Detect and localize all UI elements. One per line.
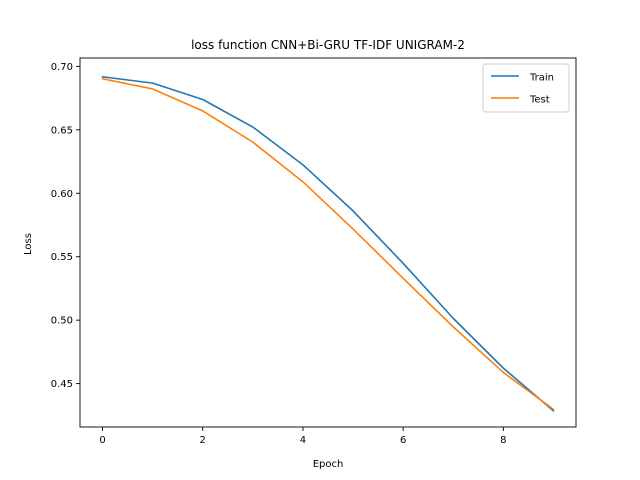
legend-box [482, 63, 570, 113]
x-tick-label: 6 [400, 435, 406, 446]
y-axis-ticks: 0.45 0.50 0.55 0.60 0.65 0.70 [51, 62, 80, 390]
y-tick-label: 0.45 [51, 379, 73, 390]
chart-title: loss function CNN+Bi-GRU TF-IDF UNIGRAM-… [191, 38, 465, 52]
plot-area-frame [79, 57, 577, 428]
y-tick-label: 0.55 [51, 252, 73, 263]
x-tick-label: 4 [300, 435, 306, 446]
series-line-test [101, 77, 555, 411]
x-tick-label: 2 [200, 435, 206, 446]
legend-label-train: Train [529, 73, 554, 84]
y-tick-label: 0.70 [51, 62, 73, 73]
x-axis-ticks: 0 2 4 6 8 [99, 427, 507, 446]
x-axis-label: Epoch [313, 459, 344, 470]
y-tick-label: 0.60 [51, 189, 73, 200]
y-axis-label: Loss [23, 233, 34, 255]
x-tick-label: 0 [99, 435, 105, 446]
series-line-train [101, 75, 555, 413]
x-tick-label: 8 [500, 435, 506, 446]
series-lines [101, 75, 555, 413]
y-tick-label: 0.65 [51, 125, 73, 136]
y-tick-label: 0.50 [51, 316, 73, 327]
legend: Train Test [482, 63, 570, 113]
legend-label-test: Test [529, 95, 550, 106]
